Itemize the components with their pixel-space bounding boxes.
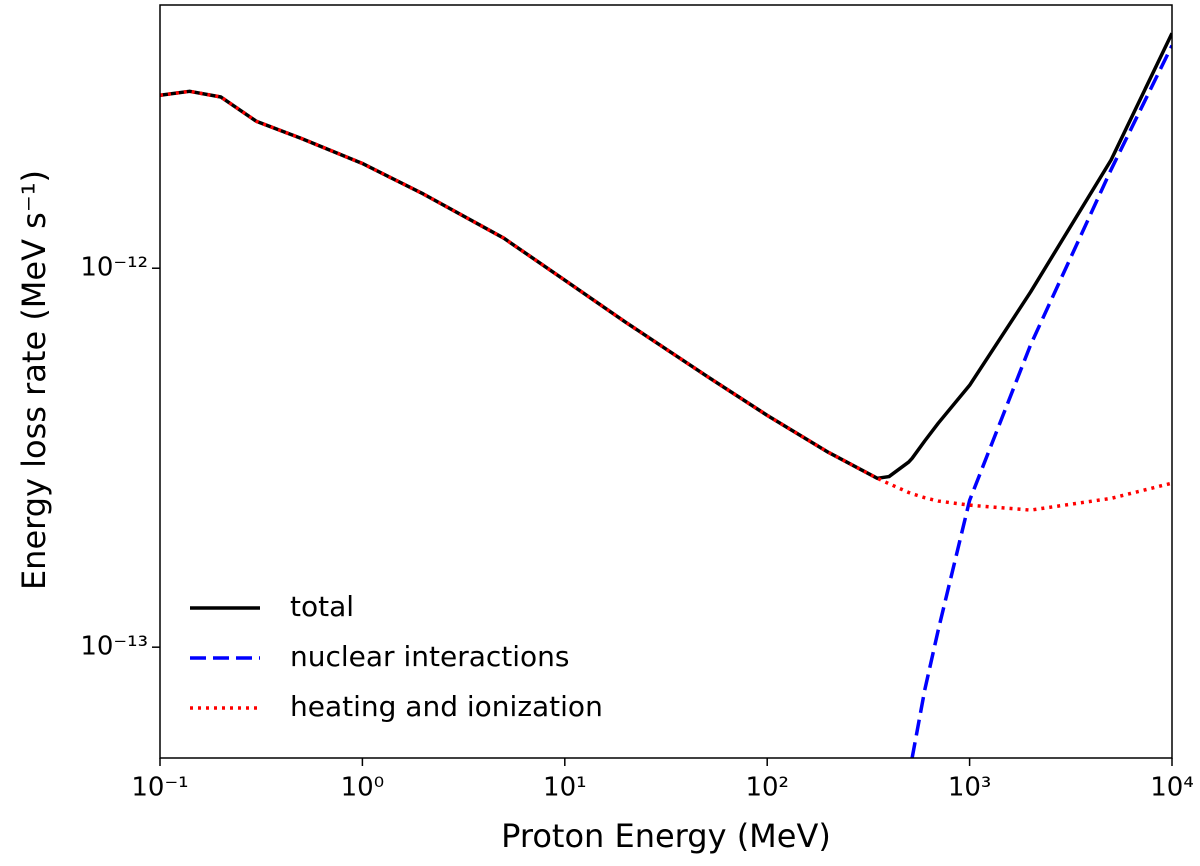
x-tick-label: 10² xyxy=(745,773,789,803)
plot-area xyxy=(160,32,1172,758)
x-axis-title: Proton Energy (MeV) xyxy=(501,817,831,855)
x-tick-label: 10³ xyxy=(948,773,992,803)
y-axis-title: Energy loss rate (MeV s⁻¹) xyxy=(15,170,53,590)
series-line xyxy=(910,44,1172,758)
legend-label: heating and ionization xyxy=(290,690,603,723)
y-tick-label: 10⁻¹² xyxy=(80,253,148,283)
x-tick-label: 10⁻¹ xyxy=(131,773,188,803)
x-tick-label: 10⁴ xyxy=(1150,773,1194,803)
y-tick-label: 10⁻¹³ xyxy=(80,632,148,662)
legend-label: total xyxy=(290,590,354,623)
plot-frame xyxy=(159,4,1173,759)
x-tick-label: 10¹ xyxy=(543,773,587,803)
series-line xyxy=(160,32,1172,481)
legend-label: nuclear interactions xyxy=(290,640,569,673)
series-line xyxy=(160,89,1172,512)
x-tick-label: 10⁰ xyxy=(341,773,385,803)
